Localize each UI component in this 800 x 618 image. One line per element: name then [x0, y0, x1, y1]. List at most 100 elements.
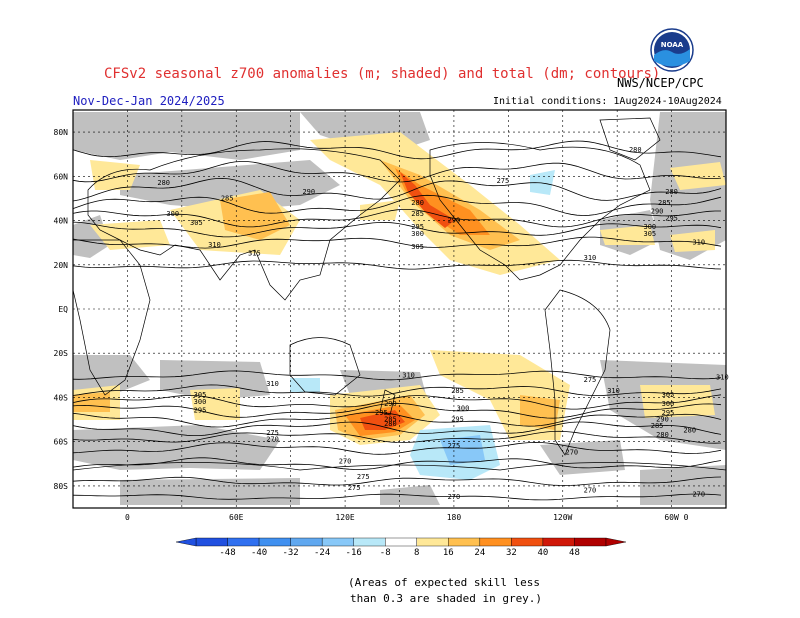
- contour-label: 275: [448, 442, 461, 450]
- coastline-greenland: [599, 117, 661, 161]
- colorbar-swatch: [511, 537, 544, 547]
- graticule: [72, 110, 726, 508]
- colorbar-labels: -48 -40 -32 -24 -16 -8 8 16 24 32 40 48: [219, 548, 579, 558]
- contour-line: [72, 476, 722, 486]
- contour-label: 310: [584, 254, 597, 262]
- contour-label: 305: [643, 230, 656, 238]
- contour-line: [72, 236, 722, 249]
- contour-line: [72, 259, 722, 270]
- map-title: CFSv2 seasonal z700 anomalies (m; shaded…: [104, 66, 661, 82]
- positive-anomaly-region: [395, 168, 490, 235]
- colorbar-swatch: [321, 537, 354, 547]
- positive-anomaly-region: [360, 410, 405, 430]
- positive-anomaly-region: [73, 392, 110, 412]
- contour-line: [72, 411, 722, 428]
- colorbar-label: -8: [380, 548, 391, 558]
- negative-anomaly-region: [290, 378, 320, 392]
- latitude-label: 80S: [54, 482, 69, 491]
- coastline-antarctica: [72, 462, 727, 471]
- contour-line: [72, 493, 722, 501]
- contour-label: 315: [248, 250, 261, 258]
- positive-anomaly-region: [670, 230, 715, 252]
- contour-line: [72, 457, 722, 470]
- coastlines-layer: [72, 117, 727, 471]
- contour-label: 275: [497, 177, 510, 185]
- colorbar-label: -16: [346, 548, 362, 558]
- contour-line: [72, 394, 722, 410]
- contour-label: 295: [194, 407, 207, 415]
- contour-label: 285: [451, 387, 464, 395]
- contour-label: 295: [665, 214, 678, 222]
- contour-label: 295: [451, 416, 464, 424]
- contour-label: 280: [157, 179, 170, 187]
- contour-label: 295: [375, 409, 388, 417]
- contour-label: 300: [411, 230, 424, 238]
- contour-line: [72, 384, 722, 397]
- positive-anomaly-region: [400, 172, 455, 228]
- coastline-australia: [289, 337, 361, 396]
- contour-label: 280: [683, 427, 696, 435]
- contour-label: 285: [651, 422, 664, 430]
- latitude-label: 40S: [54, 393, 69, 402]
- longitude-label: 0: [125, 513, 130, 522]
- contour-label: 305: [411, 243, 424, 251]
- longitude-label: 120W: [553, 513, 572, 522]
- initial-conditions: Initial conditions: 1Aug2024-10Aug2024: [493, 96, 722, 107]
- contour-label: 275: [357, 473, 370, 481]
- colorbar-swatch: [227, 537, 260, 547]
- contour-label: 310: [266, 380, 279, 388]
- contour-line: [72, 140, 722, 160]
- colorbar-swatch: [290, 537, 323, 547]
- contour-label: 300: [166, 210, 179, 218]
- contour-label: 295: [662, 409, 675, 417]
- colorbar-swatch: [353, 537, 386, 547]
- contour-line: [72, 421, 722, 436]
- contour-label: 310: [208, 241, 221, 249]
- contour-label: 305: [190, 219, 203, 227]
- noaa-logo: NOAA: [650, 28, 694, 72]
- contour-label: 300: [643, 223, 656, 231]
- contour-line: [72, 209, 721, 228]
- colorbar-swatch: [542, 537, 575, 547]
- contour-label: 270: [339, 458, 352, 466]
- colorbar-label: -48: [219, 548, 235, 558]
- colorbar-label: -40: [251, 548, 267, 558]
- latitude-labels: 80N 60N 40N 20N EQ 20S 40S 60S 80S: [54, 128, 69, 491]
- contour-line: [72, 194, 722, 216]
- skill-note-line1: (Areas of expected skill less: [348, 576, 541, 589]
- contour-label: 285: [658, 199, 671, 207]
- contour-label: 275: [584, 376, 597, 384]
- coastline-north-america: [429, 142, 651, 281]
- contour-label: 280: [629, 146, 642, 154]
- longitude-label: 60E: [229, 513, 244, 522]
- colorbar-label: 24: [474, 548, 485, 558]
- low-skill-region: [73, 112, 300, 160]
- latitude-label: EQ: [58, 305, 68, 314]
- contour-label: 275: [266, 429, 279, 437]
- low-skill-region: [73, 425, 280, 470]
- contour-line: [72, 161, 722, 183]
- colorbar-swatch: [416, 537, 449, 547]
- contour-label: 310: [402, 371, 415, 379]
- contour-label: 270: [692, 491, 705, 499]
- contour-line: [72, 430, 722, 444]
- contour-label: 310: [716, 374, 729, 382]
- contour-line: [72, 221, 722, 238]
- colorbar-swatch: [479, 537, 512, 547]
- contour-label: 280: [656, 431, 669, 439]
- latitude-label: 60S: [54, 438, 69, 447]
- contour-label: 310: [692, 239, 705, 247]
- contour-line: [72, 370, 722, 381]
- low-skill-region: [120, 160, 340, 210]
- map-frame: [72, 109, 727, 509]
- contour-label: 270: [266, 435, 279, 443]
- positive-anomaly-region: [220, 192, 290, 240]
- positive-anomaly-region: [670, 162, 726, 190]
- latitude-label: 40N: [54, 217, 69, 226]
- contour-line: [72, 177, 722, 202]
- colorbar-swatches: [175, 537, 627, 547]
- contour-label: 270: [565, 449, 578, 457]
- skill-note-line2: than 0.3 are shaded in grey.): [350, 592, 543, 605]
- coastline-south-america: [544, 289, 611, 456]
- contour-label: 305: [662, 391, 675, 399]
